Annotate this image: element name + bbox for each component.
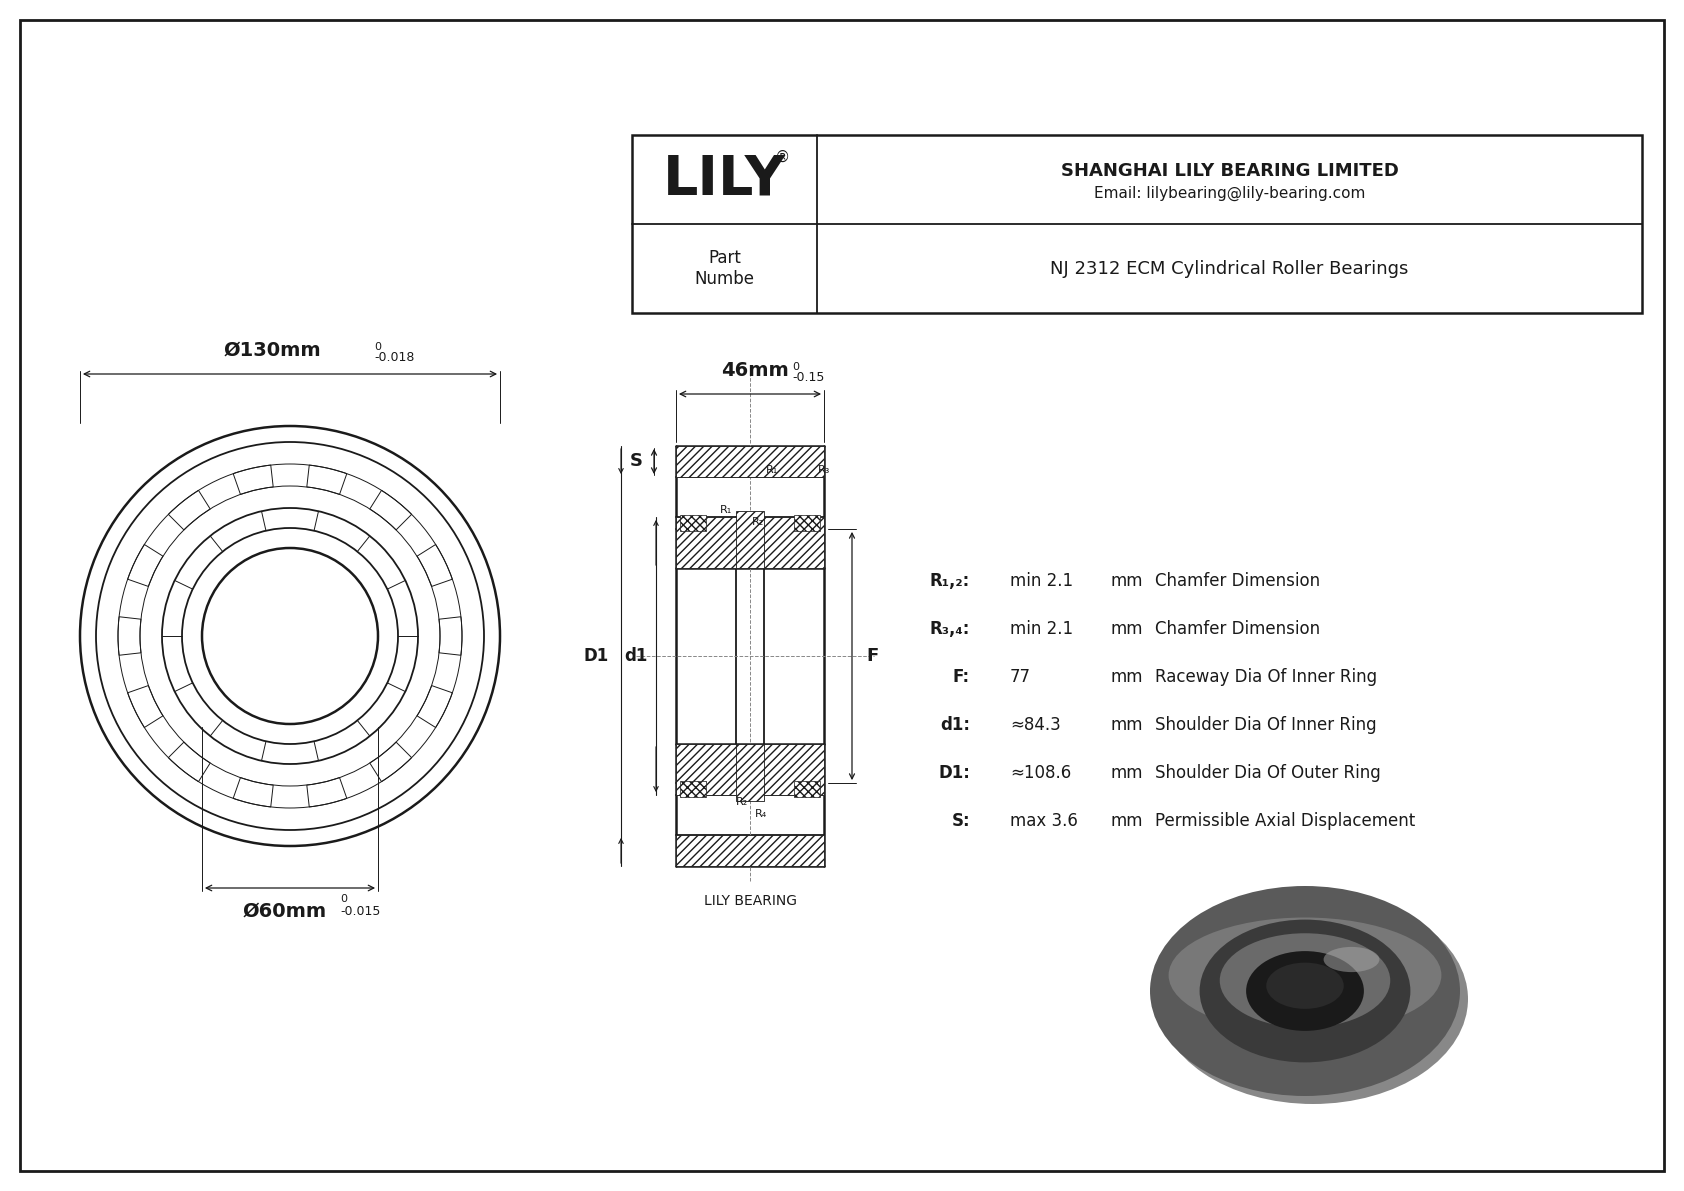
- Text: R₁: R₁: [719, 505, 733, 515]
- Ellipse shape: [1324, 947, 1379, 972]
- Text: NJ 2312 ECM Cylindrical Roller Bearings: NJ 2312 ECM Cylindrical Roller Bearings: [1051, 260, 1410, 278]
- Text: S:: S:: [951, 812, 970, 830]
- Bar: [736, 744, 765, 802]
- Text: 46mm: 46mm: [721, 361, 788, 380]
- Text: 0: 0: [374, 342, 381, 353]
- Text: d1:: d1:: [940, 716, 970, 734]
- Text: ≈108.6: ≈108.6: [1010, 763, 1071, 782]
- Bar: [632, 135, 1642, 313]
- Text: F:: F:: [953, 668, 970, 686]
- Text: 0: 0: [340, 894, 347, 904]
- Ellipse shape: [1246, 952, 1364, 1031]
- Bar: [793, 781, 820, 797]
- Text: mm: mm: [1110, 716, 1142, 734]
- Ellipse shape: [1169, 917, 1442, 1033]
- Bar: [675, 744, 823, 796]
- Text: min 2.1: min 2.1: [1010, 621, 1073, 638]
- Text: mm: mm: [1110, 763, 1142, 782]
- Text: mm: mm: [1110, 668, 1142, 686]
- Text: min 2.1: min 2.1: [1010, 572, 1073, 590]
- Ellipse shape: [1266, 962, 1344, 1009]
- Text: Chamfer Dimension: Chamfer Dimension: [1155, 621, 1320, 638]
- Text: R₃: R₃: [818, 464, 830, 475]
- Text: R₃,₄:: R₃,₄:: [930, 621, 970, 638]
- Text: Ø130mm: Ø130mm: [224, 341, 322, 360]
- Text: max 3.6: max 3.6: [1010, 812, 1078, 830]
- Ellipse shape: [1199, 919, 1411, 1062]
- Text: mm: mm: [1110, 572, 1142, 590]
- Text: R₁,₂:: R₁,₂:: [930, 572, 970, 590]
- Text: ≈84.3: ≈84.3: [1010, 716, 1061, 734]
- Ellipse shape: [1150, 886, 1460, 1096]
- Text: F: F: [866, 647, 879, 665]
- Text: Chamfer Dimension: Chamfer Dimension: [1155, 572, 1320, 590]
- Ellipse shape: [1159, 894, 1468, 1104]
- Text: 0: 0: [791, 362, 798, 372]
- Text: R₄: R₄: [754, 809, 768, 819]
- Text: R₂: R₂: [753, 517, 765, 526]
- Text: Shoulder Dia Of Inner Ring: Shoulder Dia Of Inner Ring: [1155, 716, 1376, 734]
- Text: Raceway Dia Of Inner Ring: Raceway Dia Of Inner Ring: [1155, 668, 1378, 686]
- Text: SHANGHAI LILY BEARING LIMITED: SHANGHAI LILY BEARING LIMITED: [1061, 162, 1398, 181]
- Bar: [675, 835, 823, 866]
- Text: D1:: D1:: [938, 763, 970, 782]
- Ellipse shape: [1219, 934, 1391, 1028]
- Text: S: S: [630, 453, 643, 470]
- Text: D1: D1: [584, 647, 610, 665]
- Bar: [680, 781, 706, 797]
- Text: R₂: R₂: [736, 797, 748, 807]
- Bar: [736, 511, 765, 568]
- Text: Part
Numbe: Part Numbe: [694, 249, 754, 288]
- Text: R₁: R₁: [766, 464, 778, 475]
- Bar: [793, 515, 820, 531]
- Text: mm: mm: [1110, 621, 1142, 638]
- Text: Ø60mm: Ø60mm: [242, 902, 327, 921]
- Text: mm: mm: [1110, 812, 1142, 830]
- Bar: [675, 517, 823, 568]
- Text: Permissible Axial Displacement: Permissible Axial Displacement: [1155, 812, 1415, 830]
- Text: Shoulder Dia Of Outer Ring: Shoulder Dia Of Outer Ring: [1155, 763, 1381, 782]
- Text: Email: lilybearing@lily-bearing.com: Email: lilybearing@lily-bearing.com: [1095, 186, 1366, 201]
- Text: d1: d1: [625, 647, 648, 665]
- Text: -0.018: -0.018: [374, 351, 414, 364]
- Text: -0.015: -0.015: [340, 905, 381, 918]
- Bar: [680, 515, 706, 531]
- Text: LILY: LILY: [663, 152, 786, 206]
- Text: ®: ®: [775, 150, 790, 166]
- Text: -0.15: -0.15: [791, 372, 825, 384]
- Bar: [675, 445, 823, 478]
- Text: LILY BEARING: LILY BEARING: [704, 894, 797, 908]
- Text: 77: 77: [1010, 668, 1031, 686]
